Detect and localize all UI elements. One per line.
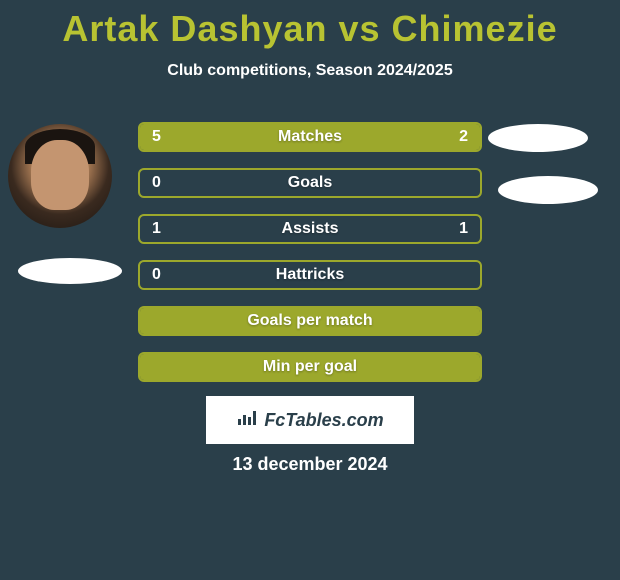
page-title: Artak Dashyan vs Chimezie bbox=[0, 0, 620, 50]
stat-label: Assists bbox=[282, 220, 339, 238]
date-text: 13 december 2024 bbox=[232, 454, 387, 475]
player-right-badge-1 bbox=[488, 124, 588, 152]
chart-icon bbox=[236, 409, 258, 432]
stat-row-assists: 1 Assists 1 bbox=[138, 214, 482, 244]
player-left-avatar bbox=[8, 124, 112, 228]
player-right-badge-2 bbox=[498, 176, 598, 204]
player-left-badge bbox=[18, 258, 122, 284]
stat-label: Matches bbox=[278, 128, 342, 146]
stat-row-matches: 5 Matches 2 bbox=[138, 122, 482, 152]
stat-value-right: 2 bbox=[459, 128, 468, 146]
stat-value-right: 1 bbox=[459, 220, 468, 238]
stat-label: Goals per match bbox=[247, 312, 372, 330]
stat-value-left: 1 bbox=[152, 220, 161, 238]
stat-row-min-per-goal: Min per goal bbox=[138, 352, 482, 382]
stat-label: Min per goal bbox=[263, 358, 357, 376]
stat-row-goals: 0 Goals bbox=[138, 168, 482, 198]
stat-row-hattricks: 0 Hattricks bbox=[138, 260, 482, 290]
avatar-face bbox=[31, 140, 89, 210]
page-subtitle: Club competitions, Season 2024/2025 bbox=[0, 62, 620, 80]
stat-value-left: 0 bbox=[152, 266, 161, 284]
brand-text: FcTables.com bbox=[264, 410, 383, 431]
stat-label: Goals bbox=[288, 174, 332, 192]
stat-value-left: 5 bbox=[152, 128, 161, 146]
stat-value-left: 0 bbox=[152, 174, 161, 192]
brand-box[interactable]: FcTables.com bbox=[206, 396, 414, 444]
stats-container: 5 Matches 2 0 Goals 1 Assists 1 0 Hattri… bbox=[138, 122, 482, 398]
stat-row-goals-per-match: Goals per match bbox=[138, 306, 482, 336]
stat-label: Hattricks bbox=[276, 266, 344, 284]
